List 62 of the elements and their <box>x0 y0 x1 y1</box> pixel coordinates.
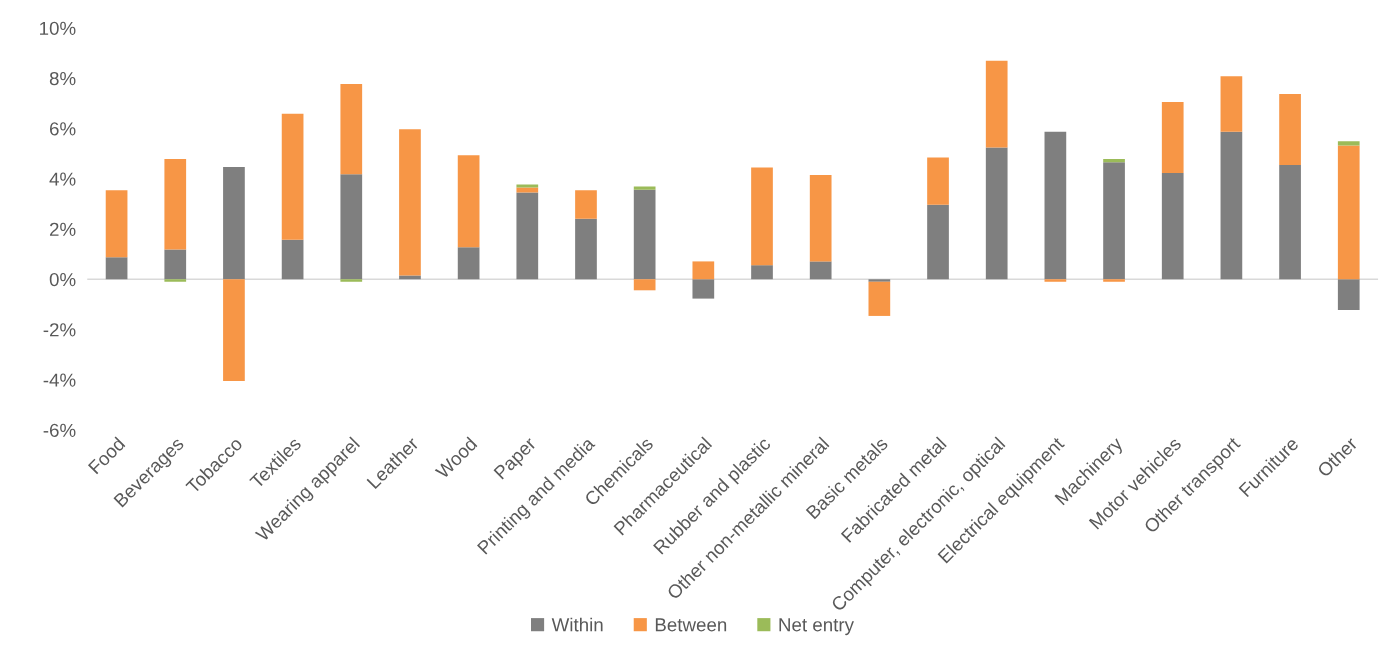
bar <box>985 60 1008 148</box>
bar <box>868 279 891 282</box>
bar <box>105 257 128 280</box>
y-tick-label: 2% <box>49 222 76 236</box>
bar <box>1279 94 1301 165</box>
bar <box>1337 141 1360 146</box>
legend-label: Between <box>655 618 727 632</box>
bar <box>575 218 597 280</box>
bar <box>575 190 597 219</box>
bar <box>1220 76 1243 132</box>
bar <box>1103 158 1125 163</box>
bar <box>751 265 773 280</box>
bar <box>868 281 891 316</box>
bar <box>633 279 656 291</box>
bar <box>1337 145 1360 280</box>
bar <box>1044 279 1067 282</box>
bar <box>1044 131 1067 280</box>
bar <box>516 187 539 193</box>
bar <box>1337 279 1360 310</box>
bar <box>281 113 304 240</box>
bar <box>164 279 187 282</box>
bar <box>340 174 363 280</box>
bar <box>340 279 363 282</box>
bar <box>1279 164 1301 280</box>
legend-label: Within <box>551 617 603 632</box>
y-tick-label: 8% <box>49 71 76 86</box>
y-tick-label: -4% <box>43 373 76 387</box>
bar <box>927 204 949 280</box>
bar <box>223 166 245 280</box>
bar <box>692 279 715 299</box>
y-tick-label: 4% <box>49 172 76 186</box>
bar <box>809 261 832 280</box>
bar <box>985 147 1008 280</box>
y-tick-label: 6% <box>50 122 76 136</box>
y-tick-label: -6% <box>43 423 76 437</box>
bar <box>164 158 187 250</box>
bar <box>340 84 363 175</box>
bar <box>1220 131 1243 280</box>
bar <box>399 275 421 280</box>
bar <box>751 167 773 266</box>
bar <box>1103 162 1125 280</box>
legend-label: Net entry <box>779 618 854 636</box>
bar <box>516 184 539 188</box>
bar <box>281 239 304 280</box>
bar <box>1103 279 1125 282</box>
bar <box>105 190 128 258</box>
bar <box>1161 102 1184 173</box>
bar <box>633 189 656 280</box>
bar <box>223 279 245 382</box>
bar <box>457 247 480 280</box>
y-tick-label: 0% <box>49 272 76 287</box>
bar <box>809 174 832 262</box>
bar <box>927 157 949 205</box>
bar <box>457 155 480 248</box>
bar <box>692 261 715 280</box>
bar <box>164 249 187 280</box>
bar <box>399 129 421 276</box>
bar <box>1161 172 1184 280</box>
bar <box>516 192 539 280</box>
y-tick-label: 10% <box>40 21 76 35</box>
bar <box>633 186 656 190</box>
y-tick-label: -2% <box>43 323 76 337</box>
